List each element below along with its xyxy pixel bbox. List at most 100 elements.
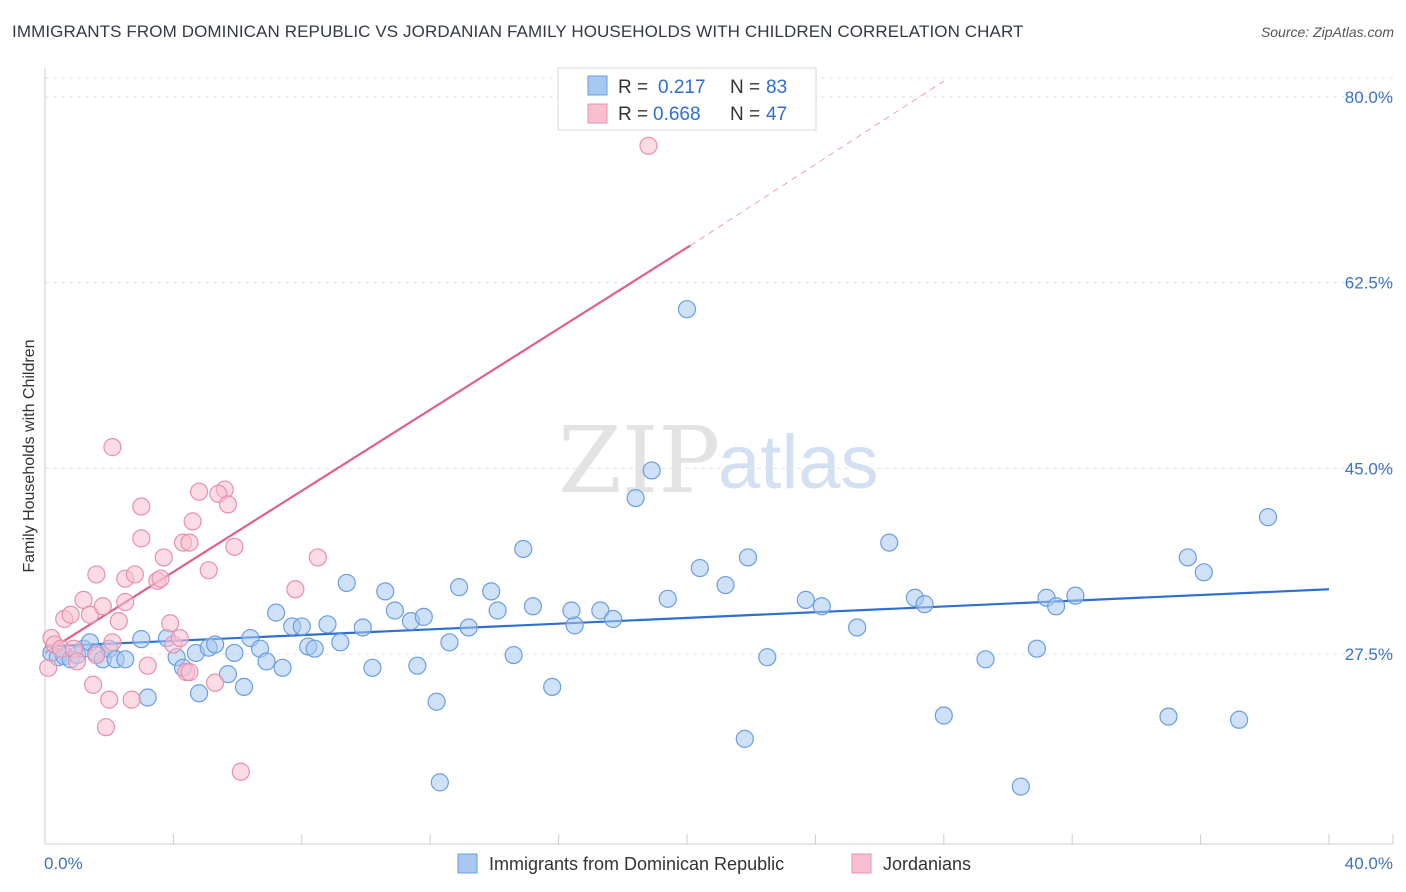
point-dominican-30 xyxy=(292,617,311,636)
point-jordanian-9 xyxy=(80,605,100,624)
point-dominican-36 xyxy=(353,618,372,637)
point-dominican-75 xyxy=(1011,777,1030,796)
point-dominican-52 xyxy=(523,597,543,616)
point-dominican-67 xyxy=(796,590,815,609)
point-jordanian-27 xyxy=(154,548,173,567)
legend-swatch-dominican xyxy=(587,75,608,96)
point-jordanian-14 xyxy=(100,690,119,709)
point-jordanian-30 xyxy=(170,628,189,648)
legend-r-label-jordanian: R = xyxy=(618,104,648,125)
point-dominican-81 xyxy=(1178,548,1197,567)
y-tick-label-0: 27.5% xyxy=(1345,645,1393,664)
point-dominican-68 xyxy=(812,597,831,616)
point-dominican-20 xyxy=(206,635,225,654)
point-dominican-70 xyxy=(880,533,899,552)
point-dominican-23 xyxy=(234,677,254,696)
point-jordanian-17 xyxy=(109,612,128,631)
point-dominican-60 xyxy=(658,589,677,608)
x-tick-label-max: 40.0% xyxy=(1345,854,1393,873)
point-jordanian-23 xyxy=(132,497,151,516)
watermark-atlas: atlas xyxy=(718,420,879,505)
point-jordanian-21 xyxy=(125,565,144,584)
point-jordanian-47 xyxy=(96,718,116,737)
point-dominican-84 xyxy=(1258,508,1278,527)
point-dominican-53 xyxy=(543,677,562,696)
point-dominican-46 xyxy=(449,578,469,597)
point-dominican-80 xyxy=(1159,707,1178,726)
point-dominican-43 xyxy=(427,692,446,711)
point-dominican-72 xyxy=(915,595,934,614)
y-tick-label-3: 80.0% xyxy=(1345,88,1393,107)
point-dominican-45 xyxy=(440,633,459,652)
point-jordanian-26 xyxy=(151,569,170,588)
top-legend: R = 0.217 N = 83 R = 0.668 N = 47 xyxy=(557,67,817,131)
point-jordanian-13 xyxy=(87,565,106,584)
point-dominican-61 xyxy=(677,300,697,319)
point-jordanian-15 xyxy=(103,633,122,652)
point-dominican-73 xyxy=(934,706,953,725)
point-jordanian-41 xyxy=(218,495,238,514)
chart-title: IMMIGRANTS FROM DOMINICAN REPUBLIC VS JO… xyxy=(12,22,1024,41)
point-jordanian-35 xyxy=(180,533,199,552)
y-axis-label: Family Households with Children xyxy=(21,340,38,573)
point-jordanian-36 xyxy=(189,482,209,501)
trend-line-dominican xyxy=(44,588,1330,648)
point-dominican-69 xyxy=(848,618,867,637)
y-tick-label-1: 45.0% xyxy=(1345,459,1393,478)
point-dominican-74 xyxy=(976,650,995,669)
legend-r-label-dominican: R = xyxy=(618,77,648,98)
point-dominican-39 xyxy=(385,601,404,620)
bottom-legend-swatch-dominican xyxy=(457,853,478,874)
point-dominican-12 xyxy=(132,630,151,649)
bottom-legend-label-dominican: Immigrants from Dominican Republic xyxy=(489,854,784,874)
point-dominican-47 xyxy=(459,618,478,637)
legend-r-value-jordanian: 0.668 xyxy=(653,104,701,125)
point-jordanian-0 xyxy=(39,658,58,677)
point-dominican-27 xyxy=(273,658,292,677)
point-dominican-34 xyxy=(331,633,350,652)
source-label: Source: ZipAtlas.com xyxy=(1260,24,1394,40)
point-jordanian-16 xyxy=(103,438,122,457)
point-jordanian-37 xyxy=(199,561,218,580)
point-jordanian-24 xyxy=(138,656,157,675)
point-jordanian-45 xyxy=(308,548,327,567)
point-jordanian-28 xyxy=(161,614,180,633)
point-dominican-76 xyxy=(1027,639,1046,658)
point-dominican-55 xyxy=(562,601,581,620)
point-dominican-78 xyxy=(1047,597,1066,616)
point-jordanian-42 xyxy=(225,537,244,556)
point-dominican-62 xyxy=(690,558,709,578)
point-dominican-33 xyxy=(318,615,337,634)
point-dominican-82 xyxy=(1194,563,1213,582)
point-jordanian-19 xyxy=(116,592,135,612)
point-dominican-56 xyxy=(591,601,610,620)
gridlines xyxy=(45,77,1393,655)
point-dominican-13 xyxy=(138,688,157,707)
legend-r-value-dominican: 0.217 xyxy=(658,77,706,98)
point-jordanian-5 xyxy=(61,605,80,624)
point-dominican-35 xyxy=(337,573,356,593)
point-dominican-38 xyxy=(376,582,395,601)
point-dominican-49 xyxy=(488,601,507,620)
point-jordanian-10 xyxy=(87,645,106,665)
point-jordanian-43 xyxy=(231,762,250,781)
axes xyxy=(44,68,1394,845)
point-jordanian-22 xyxy=(132,529,151,548)
trend-lines xyxy=(44,80,1330,654)
point-dominican-59 xyxy=(642,461,661,480)
legend-n-label-jordanian: N = xyxy=(730,104,760,125)
point-jordanian-11 xyxy=(84,675,103,694)
point-jordanian-7 xyxy=(67,652,87,671)
point-dominican-32 xyxy=(305,639,324,658)
data-points xyxy=(39,136,1278,796)
point-dominican-41 xyxy=(408,656,427,675)
point-dominican-26 xyxy=(257,652,276,671)
bottom-legend-label-jordanian: Jordanians xyxy=(883,854,971,874)
point-dominican-22 xyxy=(225,643,244,663)
point-jordanian-44 xyxy=(286,580,305,599)
legend-n-label-dominican: N = xyxy=(730,77,760,98)
point-dominican-18 xyxy=(189,684,209,703)
point-dominican-65 xyxy=(738,548,758,567)
x-tick-label-min: 0.0% xyxy=(44,854,83,873)
